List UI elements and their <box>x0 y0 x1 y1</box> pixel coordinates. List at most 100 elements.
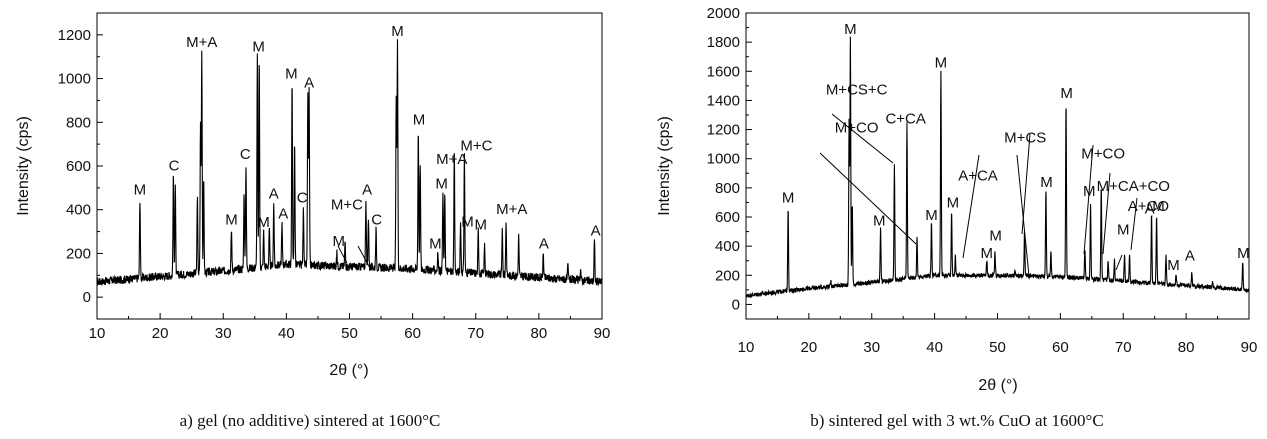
chart-a-xtick-label: 50 <box>341 325 358 342</box>
chart-a-xtick-label: 90 <box>594 325 611 342</box>
chart-a-annotation: M <box>333 233 346 250</box>
chart-b-annotation: M <box>989 227 1002 244</box>
chart-b-annotation: M <box>1152 198 1165 215</box>
chart-a-annotation: M <box>225 212 238 229</box>
chart-a-arrows <box>337 245 372 271</box>
chart-a-annotation: M+C <box>331 197 363 214</box>
chart-a-annotation: M <box>285 66 298 83</box>
chart-b-ytick-label: 1800 <box>707 34 740 51</box>
chart-a-annotation: M+A <box>186 34 217 51</box>
chart-b-annotation: M+CO <box>835 119 879 136</box>
chart-b-annotation: M <box>947 195 960 212</box>
chart-a-annotation: M+A <box>496 201 527 218</box>
chart-b-arrow-mcaco <box>1102 172 1111 255</box>
chart-a-annotation: M <box>391 23 404 40</box>
chart-b-ytick-label: 400 <box>715 238 740 255</box>
chart-a-annotation: A <box>362 181 372 198</box>
chart-a-annotation: C <box>169 157 180 174</box>
chart-b-xtick-label: 30 <box>863 339 880 356</box>
chart-a-xtick-label: 60 <box>404 325 421 342</box>
chart-b-xtick-label: 80 <box>1178 339 1195 356</box>
chart-b-ytick-label: 0 <box>732 296 740 313</box>
chart-b-xtick-label: 10 <box>738 339 755 356</box>
chart-b-ytick-label: 200 <box>715 267 740 284</box>
chart-a-annotation: C <box>297 190 308 207</box>
chart-a-annotation: M <box>257 214 270 231</box>
chart-a-annotation: M <box>429 236 442 253</box>
chart-a-xtick-label: 20 <box>152 325 169 342</box>
chart-b-arrow-mcsc <box>831 113 894 164</box>
chart-b-annotation: M <box>1117 221 1130 238</box>
chart-a-xtick-label: 80 <box>531 325 548 342</box>
chart-a-annotation: M <box>461 213 474 230</box>
chart-b-ytick-label: 800 <box>715 180 740 197</box>
chart-b-annotation: A+CO <box>1128 198 1169 215</box>
chart-a-ytick-label: 200 <box>66 245 91 262</box>
chart-b-annotation: M <box>981 245 994 262</box>
chart-b-series-line <box>745 36 1250 299</box>
chart-b-xtick-label: 90 <box>1241 339 1258 356</box>
chart-a-ylabel: Intensity (cps) <box>15 116 32 216</box>
chart-a-ytick-label: 1200 <box>58 27 91 44</box>
chart-a-xtick-label: 30 <box>215 325 232 342</box>
chart-b-xtick-label: 50 <box>989 339 1006 356</box>
chart-a-annotation: A <box>269 185 279 202</box>
chart-b-annotation: C+CA <box>885 111 925 128</box>
chart-b-xtick-label: 70 <box>1115 339 1132 356</box>
chart-a-ytick-label: 1000 <box>58 71 91 88</box>
chart-b-ytick-label: 1400 <box>707 92 740 109</box>
chart-b-annotation: M+CS+C <box>826 82 888 99</box>
chart-b-x-ticks: 10 20 30 40 50 60 70 80 90 <box>738 313 1258 356</box>
chart-b-annotation: A+CA <box>958 168 998 185</box>
chart-b-ytick-label: 1000 <box>707 151 740 168</box>
chart-a-ytick-label: 800 <box>66 114 91 131</box>
chart-a-xtick-label: 70 <box>467 325 484 342</box>
chart-b-annotation: M+CS <box>1004 130 1046 147</box>
chart-a-series-line <box>96 39 603 286</box>
chart-a-xtick-label: 40 <box>278 325 295 342</box>
chart-a-annotation: A <box>539 236 549 253</box>
chart-b-ytick-label: 1600 <box>707 63 740 80</box>
chart-b-ytick-label: 1200 <box>707 122 740 139</box>
chart-b-arrow-mco <box>819 152 917 245</box>
chart-b-annotation: A <box>1145 200 1155 217</box>
chart-b-arrow-mcs <box>1021 133 1031 235</box>
chart-a-annotation: M <box>435 175 448 192</box>
chart-b-annotation: M <box>1060 85 1073 102</box>
chart-panel-b: 10 20 30 40 50 60 70 80 90 0 200 400 600 800 1000 1200… <box>656 5 1257 430</box>
chart-b-xtick-label: 60 <box>1052 339 1069 356</box>
chart-b-arrow-aca-1 <box>962 154 980 259</box>
chart-a-annotation: M <box>475 216 488 233</box>
chart-a-annotation: A <box>278 205 288 222</box>
chart-a-ytick-label: 600 <box>66 158 91 175</box>
chart-b-annotation: M <box>935 55 948 72</box>
chart-b-annotations: MMM+CS+CC+CAM+COM MMMA+CAM+CSMMMMM+COM+CA… <box>782 21 1250 274</box>
chart-b-xtick-label: 20 <box>801 339 818 356</box>
chart-b-annotation: M <box>782 189 795 206</box>
chart-a-annotation: A <box>304 74 314 91</box>
chart-a-xtick-label: 10 <box>89 325 106 342</box>
chart-b-annotation: M <box>844 21 857 38</box>
chart-a-annotation: M+A <box>436 151 467 168</box>
chart-b-arrow-m <box>1115 254 1123 271</box>
chart-b-annotation: M <box>925 207 938 224</box>
chart-a-x-ticks: 10 20 30 40 50 60 70 80 90 <box>89 313 611 342</box>
chart-b-annotation: M <box>873 213 886 230</box>
chart-b-annotation: M <box>1167 257 1180 274</box>
chart-b-annotation: M <box>1040 174 1053 191</box>
chart-b-arrows <box>819 113 1138 277</box>
chart-a-annotation: C <box>371 212 382 229</box>
chart-a-arrow-mc-1 <box>337 245 348 264</box>
chart-b-annotation: A <box>1185 248 1195 265</box>
chart-a-annotation: M <box>252 38 265 55</box>
chart-a-annotation: A <box>591 223 601 240</box>
chart-a-ytick-label: 0 <box>83 289 91 306</box>
chart-b-arrow-aco <box>1130 197 1138 251</box>
chart-b-caption: b) sintered gel with 3 wt.% CuO at 1600°… <box>810 411 1103 430</box>
chart-panel-a: 10 20 30 40 50 60 70 80 90 0 200 400 600 800 1000 1200… <box>15 12 611 430</box>
chart-a-annotation: M <box>134 181 147 198</box>
chart-a-y-ticks: 0 200 400 600 800 1000 1200 <box>58 27 103 306</box>
chart-b-ylabel: Intensity (cps) <box>656 116 673 216</box>
